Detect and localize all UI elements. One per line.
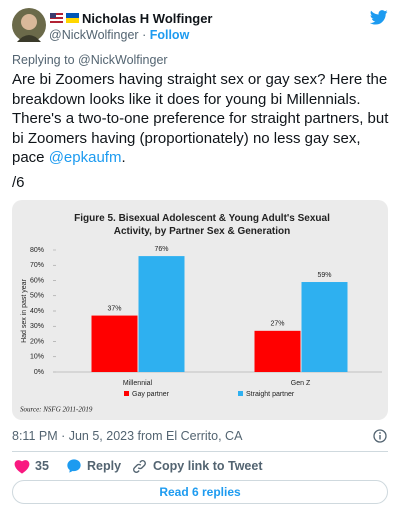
mention[interactable]: @epkaufm [48,149,122,166]
like-icon[interactable] [14,459,30,474]
tweet-body: Are bi Zoomers having straight sex or ga… [12,71,389,166]
info-icon[interactable] [373,429,387,443]
tweet-end: . [121,149,126,166]
timestamp[interactable]: 8:11 PM · Jun 5, 2023 from El Cerrito, C… [12,429,243,443]
avatar[interactable] [12,8,46,42]
bar [138,256,185,372]
y-tick-label: 20% [30,338,44,345]
author-name[interactable]: Nicholas H Wolfinger [82,11,213,26]
value-label: 59% [317,272,331,279]
chart-title: Figure 5. Bisexual Adolescent & Young Ad… [74,213,330,237]
chart-source: Source: NSFG 2011-2019 [20,406,93,414]
y-tick-label: 80% [30,247,44,254]
replying-to[interactable]: Replying to @NickWolfinger [12,53,168,67]
y-tick-label: 40% [30,308,44,315]
bar [254,330,301,372]
value-label: 27% [270,321,284,328]
y-tick-label: 70% [30,262,44,269]
y-tick-label: 0% [34,369,44,376]
x-tick-label: Millennial [123,380,153,387]
value-label: 37% [107,305,121,312]
chart: Had sex in past year 0% 10% 20% 30% 40% 50% 60%… [20,246,382,414]
flag-icons [50,13,79,23]
reply-icon[interactable] [66,458,82,474]
separator: · [142,28,147,42]
thread-index: /6 [12,174,25,191]
y-tick-label: 50% [30,293,44,300]
reply-action[interactable]: Reply [87,459,122,473]
link-icon[interactable] [132,459,147,474]
follow-link[interactable]: Follow [149,28,190,42]
like-count[interactable]: 35 [35,459,49,473]
y-tick-label: 10% [30,354,44,361]
x-tick-label: Gen Z [291,380,311,387]
y-tick-label: 30% [30,323,44,330]
bar [301,282,348,372]
chart-image[interactable]: Figure 5. Bisexual Adolescent & Young Ad… [12,200,388,420]
read-replies-button[interactable]: Read 6 replies [12,480,388,504]
y-axis-label: Had sex in past year [21,278,28,342]
divider [12,451,388,452]
twitter-logo[interactable] [370,10,388,25]
y-tick-label: 60% [30,277,44,284]
copy-link[interactable]: Copy link to Tweet [153,459,263,473]
author-line: @NickWolfinger · Follow [49,28,189,42]
author-handle[interactable]: @NickWolfinger [49,28,139,42]
bar [91,315,138,372]
tweet-text: Are bi Zoomers having straight sex or ga… [12,70,390,168]
legend-label: Straight partner [246,391,295,398]
legend-swatch [238,391,243,396]
legend-swatch [124,391,129,396]
value-label: 76% [154,246,168,253]
legend-label: Gay partner [132,391,170,398]
